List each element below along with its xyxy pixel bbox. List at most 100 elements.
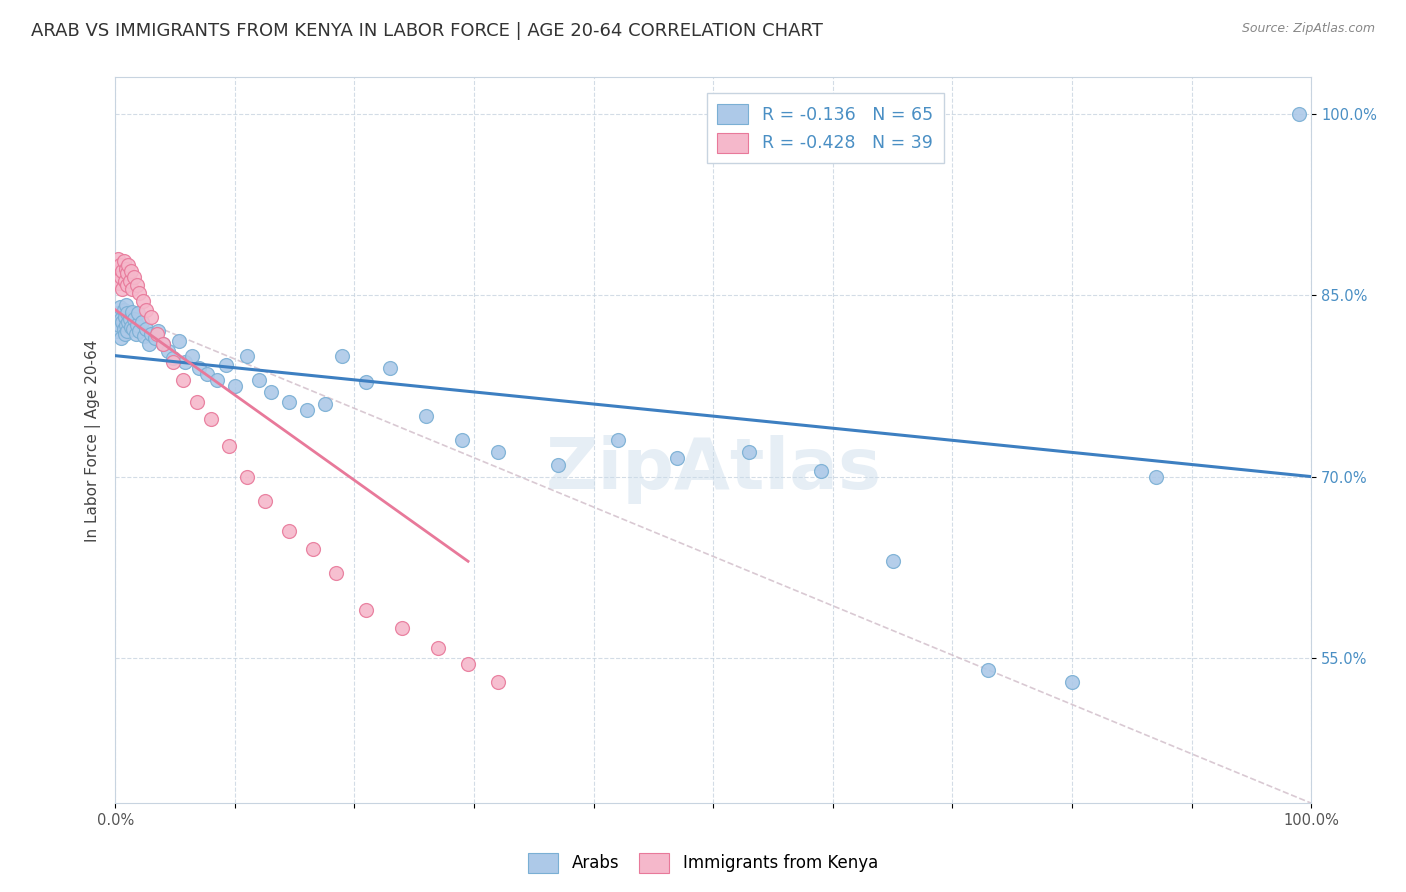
Point bbox=[115, 267, 138, 281]
Point bbox=[111, 264, 134, 278]
Point bbox=[1062, 675, 1084, 690]
Point bbox=[120, 319, 142, 334]
Point bbox=[121, 305, 143, 319]
Point bbox=[121, 282, 143, 296]
Point bbox=[132, 329, 155, 343]
Point bbox=[332, 349, 354, 363]
Point bbox=[152, 336, 174, 351]
Point bbox=[135, 302, 157, 317]
Point bbox=[108, 300, 131, 314]
Point bbox=[187, 360, 209, 375]
Point bbox=[314, 397, 336, 411]
Point bbox=[451, 434, 474, 448]
Point bbox=[110, 312, 132, 326]
Point bbox=[247, 373, 270, 387]
Point bbox=[112, 254, 135, 268]
Point bbox=[111, 282, 134, 296]
Point bbox=[186, 394, 208, 409]
Point bbox=[117, 258, 139, 272]
Point bbox=[666, 451, 689, 466]
Point bbox=[977, 663, 1000, 677]
Point bbox=[108, 258, 131, 272]
Point bbox=[131, 294, 153, 309]
Point bbox=[152, 336, 174, 351]
Point bbox=[143, 330, 166, 344]
Point bbox=[356, 602, 378, 616]
Point bbox=[236, 469, 259, 483]
Point bbox=[1144, 469, 1167, 483]
Point bbox=[120, 264, 142, 278]
Point bbox=[301, 542, 323, 557]
Point bbox=[810, 464, 832, 478]
Point bbox=[139, 310, 162, 324]
Point bbox=[124, 312, 146, 326]
Point bbox=[107, 318, 129, 333]
Point bbox=[115, 318, 138, 333]
Point bbox=[380, 360, 402, 375]
Point bbox=[127, 306, 149, 320]
Point bbox=[118, 312, 141, 326]
Point bbox=[1288, 106, 1310, 120]
Point bbox=[173, 354, 195, 368]
Point bbox=[114, 310, 136, 324]
Point bbox=[180, 349, 202, 363]
Point bbox=[215, 359, 238, 373]
Point bbox=[115, 298, 138, 312]
Point bbox=[146, 326, 169, 341]
Point bbox=[107, 306, 129, 320]
Point bbox=[547, 458, 569, 472]
Point bbox=[218, 439, 240, 453]
Point bbox=[111, 315, 134, 329]
Point bbox=[606, 434, 628, 448]
Point bbox=[125, 278, 148, 293]
Point bbox=[205, 373, 228, 387]
Point bbox=[260, 384, 283, 399]
Point bbox=[167, 334, 190, 348]
Point bbox=[427, 641, 450, 656]
Point bbox=[224, 379, 246, 393]
Point bbox=[236, 349, 259, 363]
Point bbox=[486, 675, 509, 690]
Point bbox=[115, 261, 138, 276]
Point bbox=[135, 322, 157, 336]
Point bbox=[415, 409, 437, 424]
Point bbox=[112, 302, 135, 317]
Point bbox=[325, 566, 347, 581]
Point bbox=[131, 315, 153, 329]
Point bbox=[117, 315, 139, 329]
Point bbox=[162, 354, 184, 368]
Point bbox=[112, 322, 135, 336]
Point bbox=[277, 394, 299, 409]
Point bbox=[128, 285, 150, 300]
Point bbox=[105, 325, 128, 339]
Point bbox=[162, 351, 184, 365]
Point bbox=[277, 524, 299, 538]
Point bbox=[124, 326, 146, 341]
Point bbox=[138, 336, 160, 351]
Point bbox=[115, 325, 138, 339]
Legend: R = -0.136   N = 65, R = -0.428   N = 39: R = -0.136 N = 65, R = -0.428 N = 39 bbox=[707, 94, 943, 163]
Point bbox=[115, 306, 138, 320]
Point bbox=[486, 445, 509, 459]
Point bbox=[110, 270, 132, 285]
Point bbox=[128, 325, 150, 339]
Point bbox=[148, 325, 170, 339]
Point bbox=[107, 252, 129, 266]
Point bbox=[295, 403, 318, 417]
Point bbox=[156, 343, 179, 358]
Point bbox=[457, 657, 479, 672]
Point bbox=[172, 373, 194, 387]
Legend: Arabs, Immigrants from Kenya: Arabs, Immigrants from Kenya bbox=[522, 847, 884, 880]
Text: Source: ZipAtlas.com: Source: ZipAtlas.com bbox=[1241, 22, 1375, 36]
Point bbox=[253, 493, 276, 508]
Point bbox=[107, 276, 129, 290]
Point bbox=[115, 278, 138, 293]
Point bbox=[882, 554, 904, 568]
Point bbox=[114, 274, 136, 288]
Text: ZipAtlas: ZipAtlas bbox=[546, 435, 882, 504]
Point bbox=[139, 326, 162, 341]
Point bbox=[118, 274, 141, 288]
Point bbox=[114, 326, 136, 341]
Point bbox=[391, 621, 413, 635]
Point bbox=[356, 376, 378, 390]
